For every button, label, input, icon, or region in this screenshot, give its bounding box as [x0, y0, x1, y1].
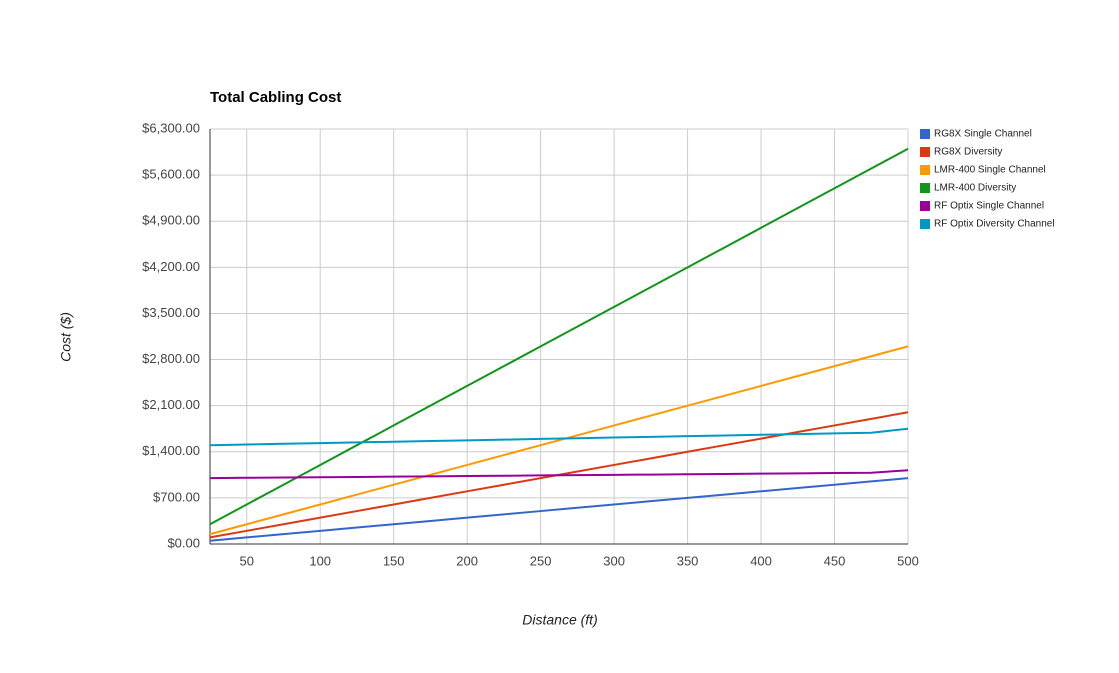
series-line — [209, 345, 909, 536]
legend-swatch — [920, 129, 930, 139]
y-tick-label: $2,800.00 — [142, 351, 200, 366]
y-tick-label: $2,100.00 — [142, 397, 200, 412]
legend-swatch — [920, 165, 930, 175]
y-tick-label: $700.00 — [153, 489, 200, 504]
y-tick-label: $3,500.00 — [142, 305, 200, 320]
legend-swatch — [920, 183, 930, 193]
x-tick-label: 100 — [309, 553, 331, 568]
legend-label: RG8X Diversity — [934, 147, 1002, 158]
x-tick-label: 450 — [824, 553, 846, 568]
legend-label: LMR-400 Diversity — [934, 183, 1016, 194]
x-tick-label: 150 — [383, 553, 405, 568]
x-tick-label: 50 — [240, 553, 254, 568]
legend-label: LMR-400 Single Channel — [934, 165, 1046, 176]
legend-label: RG8X Single Channel — [934, 129, 1032, 140]
x-axis-label: Distance (ft) — [522, 612, 597, 628]
x-tick-label: 250 — [530, 553, 552, 568]
x-tick-label: 400 — [750, 553, 772, 568]
y-tick-label: $5,600.00 — [142, 167, 200, 182]
legend-swatch — [920, 201, 930, 211]
y-tick-label: $4,900.00 — [142, 213, 200, 228]
x-tick-label: 300 — [603, 553, 625, 568]
x-tick-label: 350 — [677, 553, 699, 568]
y-tick-label: $0.00 — [167, 535, 200, 550]
y-tick-label: $4,200.00 — [142, 259, 200, 274]
y-tick-label: $1,400.00 — [142, 443, 200, 458]
series-line — [209, 427, 909, 447]
series-line — [209, 469, 909, 480]
series-line — [209, 147, 909, 526]
legend-swatch — [920, 147, 930, 157]
legend-label: RF Optix Diversity Channel — [934, 219, 1055, 230]
legend-swatch — [920, 219, 930, 229]
x-tick-label: 200 — [456, 553, 478, 568]
legend-label: RF Optix Single Channel — [934, 201, 1044, 212]
y-tick-label: $6,300.00 — [142, 120, 200, 135]
chart-title: Total Cabling Cost — [210, 89, 341, 106]
series-line — [209, 477, 909, 542]
y-axis-label: Cost ($) — [58, 312, 74, 362]
x-tick-label: 500 — [897, 553, 919, 568]
